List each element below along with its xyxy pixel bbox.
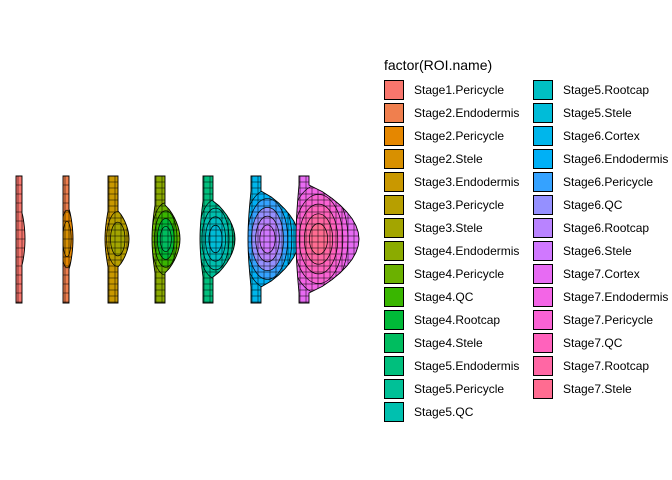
legend-label: Stage5.Stele [563, 106, 632, 120]
legend-label: Stage4.Pericycle [414, 267, 505, 281]
primordium-stage-4 [151, 175, 181, 304]
legend-key-swatch [384, 333, 404, 353]
primordium-outline [151, 175, 181, 304]
legend-label: Stage6.Endodermis [563, 152, 669, 166]
legend-label: Stage5.Pericycle [414, 382, 505, 396]
region-Stage1.Pericycle [16, 176, 25, 303]
primordium-stage-2 [62, 175, 74, 304]
legend-key-swatch [533, 195, 553, 215]
legend-key-swatch [384, 402, 404, 422]
primordium-outline [247, 175, 300, 304]
legend-key-swatch [533, 264, 553, 284]
legend-label: Stage2.Pericycle [414, 129, 505, 143]
legend-label: Stage7.Rootcap [563, 359, 650, 373]
region-Stage7.Stele [309, 223, 328, 255]
legend-key-swatch [533, 80, 553, 100]
legend-key-swatch [384, 218, 404, 238]
legend-label: Stage6.Rootcap [563, 221, 650, 235]
legend-key-swatch [533, 333, 553, 353]
primordium-outline [295, 175, 360, 304]
legend-key-swatch [384, 80, 404, 100]
legend-key-swatch [384, 149, 404, 169]
legend-key-swatch [384, 264, 404, 284]
primordium-stage-7 [295, 175, 360, 304]
legend-label: Stage7.Stele [563, 382, 632, 396]
region-Stage3.Stele [110, 221, 126, 257]
legend-key-swatch [533, 172, 553, 192]
legend-label: Stage3.Pericycle [414, 198, 505, 212]
legend-label: Stage7.Pericycle [563, 313, 654, 327]
legend-label: Stage5.Endodermis [414, 359, 520, 373]
legend-label: Stage7.QC [563, 336, 623, 350]
legend-key-swatch [533, 287, 553, 307]
legend-label: Stage6.Pericycle [563, 175, 654, 189]
legend-key-swatch [384, 103, 404, 123]
legend-key-swatch [533, 126, 553, 146]
legend-key-swatch [384, 287, 404, 307]
legend-key-swatch [384, 379, 404, 399]
legend-label: Stage4.Stele [414, 336, 483, 350]
region-Stage4.Stele [159, 226, 172, 252]
legend-key-swatch [533, 103, 553, 123]
legend-label: Stage6.Stele [563, 244, 632, 258]
legend-label: Stage3.Stele [414, 221, 483, 235]
primordium-stage-3 [104, 175, 130, 304]
legend-label: Stage4.Rootcap [414, 313, 501, 327]
legend-key-swatch [533, 356, 553, 376]
primordium-outline [199, 175, 236, 304]
legend-label: Stage6.QC [563, 198, 623, 212]
primordium-outline [15, 175, 26, 304]
legend-label: Stage7.Cortex [563, 267, 640, 281]
legend-label: Stage5.Rootcap [563, 83, 650, 97]
legend-key-swatch [384, 195, 404, 215]
region-Stage6.Stele [259, 224, 276, 254]
primordium-stage-1 [15, 175, 26, 304]
legend-title: factor(ROI.name) [384, 57, 493, 73]
legend-key-swatch [533, 310, 553, 330]
legend-label: Stage4.QC [414, 290, 474, 304]
legend-label: Stage2.Endodermis [414, 106, 520, 120]
legend-label: Stage4.Endodermis [414, 244, 520, 258]
legend-key-swatch [384, 241, 404, 261]
legend-key-swatch [384, 126, 404, 146]
legend-key-swatch [384, 356, 404, 376]
legend-label: Stage3.Endodermis [414, 175, 520, 189]
primordium-outline [104, 175, 130, 304]
legend-key-swatch [533, 241, 553, 261]
legend-key-swatch [384, 310, 404, 330]
primordium-stage-5 [199, 175, 236, 304]
region-Stage5.Stele [208, 224, 223, 254]
legend-label: Stage5.QC [414, 405, 474, 419]
legend-label: Stage7.Endodermis [563, 290, 669, 304]
legend-label: Stage6.Cortex [563, 129, 640, 143]
legend-key-swatch [384, 172, 404, 192]
legend-label: Stage1.Pericycle [414, 83, 505, 97]
legend-key-swatch [533, 149, 553, 169]
primordium-outline [62, 175, 74, 304]
primordium-stage-6 [247, 175, 300, 304]
primordia-plot [15, 175, 360, 304]
legend-key-swatch [533, 379, 553, 399]
legend-label: Stage2.Stele [414, 152, 483, 166]
legend-key-swatch [533, 218, 553, 238]
